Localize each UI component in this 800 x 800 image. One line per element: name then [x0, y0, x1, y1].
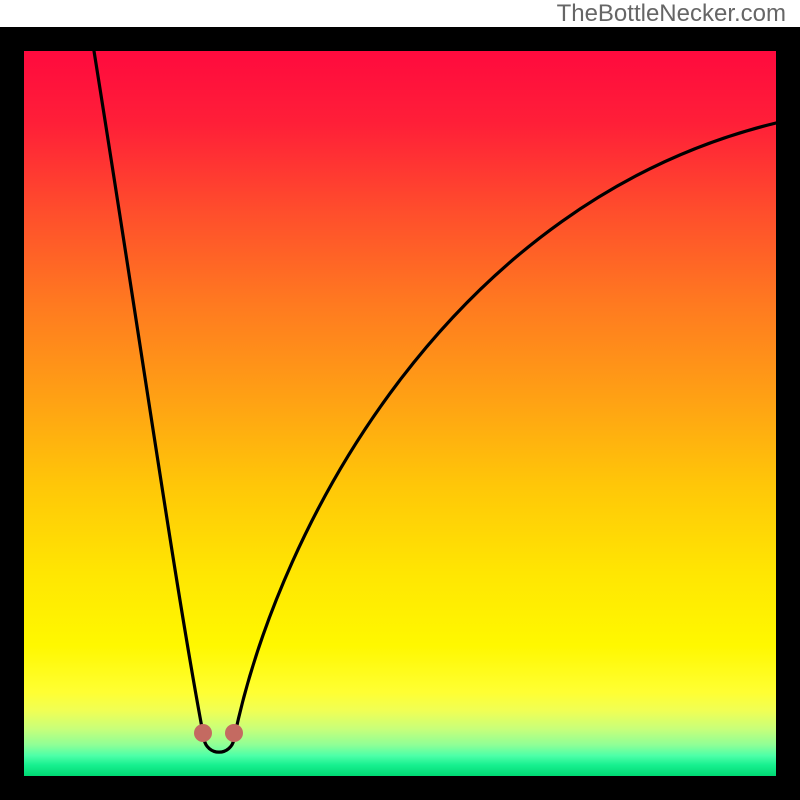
watermark-text: TheBottleNecker.com [557, 0, 786, 28]
chart-background-gradient [24, 51, 776, 776]
